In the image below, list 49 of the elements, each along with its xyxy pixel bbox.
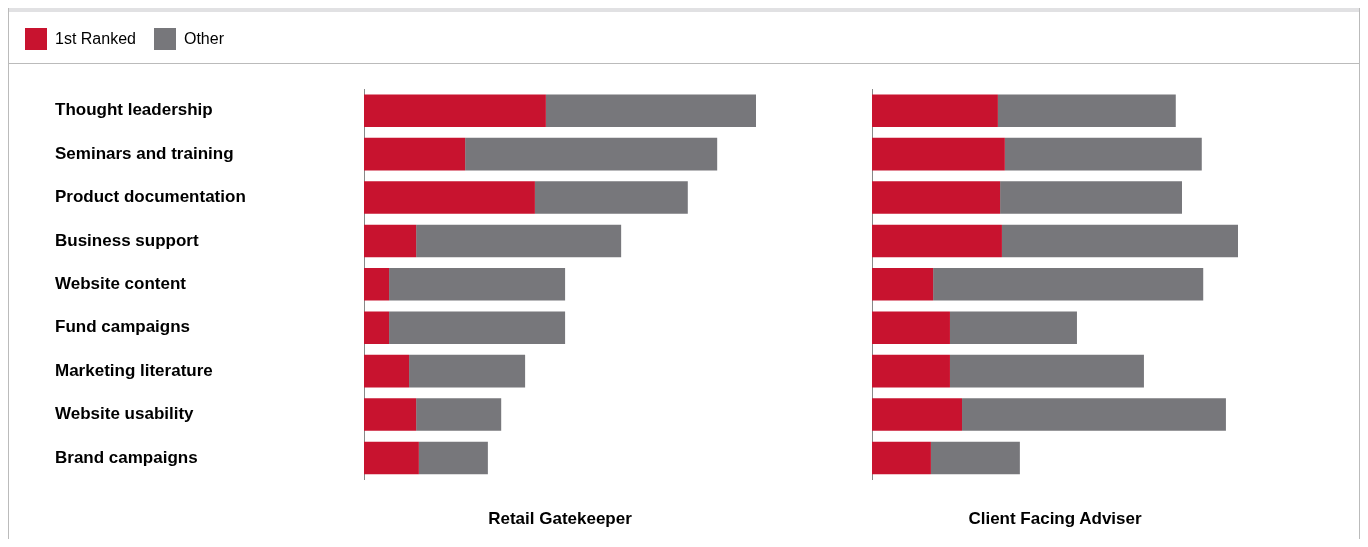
- y-tick-label: Business support: [55, 230, 199, 250]
- bar: [364, 137, 466, 171]
- bar: [872, 268, 934, 301]
- bar: [933, 268, 1204, 301]
- bar: [465, 137, 718, 171]
- bar: [872, 137, 1005, 171]
- bar: [949, 311, 1077, 344]
- bar: [416, 398, 502, 431]
- bar: [364, 441, 419, 475]
- bar: [872, 94, 998, 127]
- y-tick-label: Marketing literature: [55, 360, 213, 380]
- bar: [364, 311, 390, 344]
- bar: [364, 354, 410, 388]
- bar: [364, 398, 417, 431]
- y-tick-label: Brand campaigns: [55, 447, 198, 467]
- bar: [872, 181, 1001, 214]
- bar: [364, 181, 535, 214]
- bar: [872, 354, 950, 388]
- legend-label: 1st Ranked: [55, 30, 136, 48]
- x-axis-title: Retail Gatekeeper: [488, 509, 633, 529]
- bar: [389, 268, 566, 301]
- bar: [1001, 224, 1238, 258]
- bar: [364, 224, 417, 258]
- bar: [389, 311, 566, 344]
- bar: [364, 268, 390, 301]
- bar: [872, 398, 963, 431]
- bar: [872, 441, 931, 475]
- x-axis-title: Client Facing Adviser: [968, 509, 1142, 529]
- bar: [872, 311, 950, 344]
- bar: [416, 224, 622, 258]
- bar: [1000, 181, 1182, 214]
- bar: [872, 224, 1002, 258]
- bar: [997, 94, 1176, 127]
- y-tick-label: Thought leadership: [55, 100, 213, 120]
- y-tick-label: Product documentation: [55, 187, 246, 207]
- y-tick-label: Website usability: [55, 404, 195, 424]
- y-tick-label: Fund campaigns: [55, 317, 191, 337]
- bar: [418, 441, 488, 475]
- legend-label: Other: [183, 30, 224, 48]
- y-tick-label: Website content: [55, 273, 187, 293]
- bar: [962, 398, 1226, 431]
- bar: [364, 94, 546, 127]
- bar: [545, 94, 756, 127]
- bar: [409, 354, 526, 388]
- bar: [930, 441, 1020, 475]
- bar: [534, 181, 688, 214]
- bar: [1004, 137, 1202, 171]
- bar: [949, 354, 1144, 388]
- y-tick-label: Seminars and training: [55, 143, 234, 163]
